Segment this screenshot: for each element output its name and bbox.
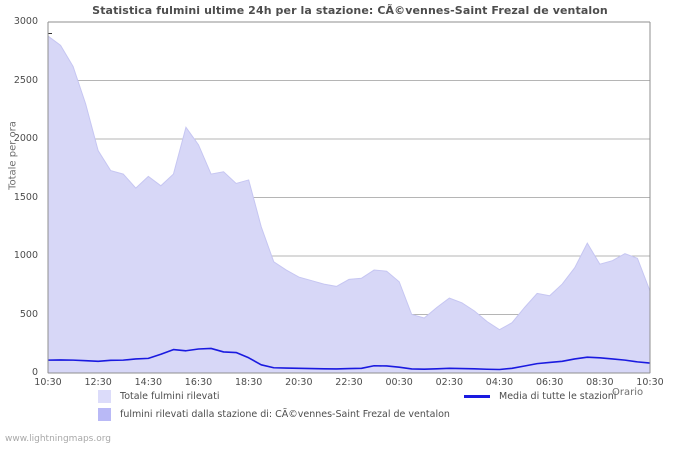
x-tick-label: 06:30 <box>535 377 564 388</box>
chart-legend: Totale fulmini rilevati fulmini rilevati… <box>0 388 700 428</box>
x-tick-label: 16:30 <box>184 377 213 388</box>
legend-item-mean: Media di tutte le stazioni <box>464 388 616 404</box>
legend-item-total: Totale fulmini rilevati <box>98 388 219 404</box>
x-tick-label: 14:30 <box>134 377 163 388</box>
x-tick-label: 10:30 <box>636 377 664 388</box>
series-area-total <box>47 35 651 374</box>
x-tick-label: 02:30 <box>435 377 464 388</box>
legend-label-total: Totale fulmini rilevati <box>120 390 220 402</box>
x-tick-label: 18:30 <box>234 377 263 388</box>
x-axis-title: Orario <box>612 387 644 398</box>
series-line-mean <box>47 347 651 371</box>
footer-watermark: www.lightningmaps.org <box>5 434 111 444</box>
y-tick-label: 500 <box>19 308 38 320</box>
y-tick-label: 1500 <box>13 191 38 203</box>
x-tick-label: 22:30 <box>335 377 363 388</box>
y-axis-title: Totale per ora <box>7 121 19 190</box>
x-tick-label: 00:30 <box>385 377 413 388</box>
y-tick-label: 2500 <box>13 74 38 86</box>
legend-swatch-total-icon <box>98 389 111 403</box>
x-tick-label: 20:30 <box>285 377 313 388</box>
page-title: Statistica fulmini ultime 24h per la sta… <box>92 4 608 17</box>
x-tick-label: 08:30 <box>586 377 614 388</box>
y-tick-label: 3000 <box>13 16 38 27</box>
legend-swatch-station-icon <box>98 407 111 421</box>
x-tick-label: 10:30 <box>34 377 62 388</box>
y-tick-label: 0 <box>31 367 38 378</box>
legend-label-mean: Media di tutte le stazioni <box>499 390 617 402</box>
legend-label-station: fulmini rilevati dalla stazione di: CÃ©v… <box>120 408 450 420</box>
legend-item-station: fulmini rilevati dalla stazione di: CÃ©v… <box>98 406 450 422</box>
y-tick-label: 2000 <box>13 133 38 144</box>
y-tick-label: 1000 <box>13 250 38 261</box>
x-tick-label: 12:30 <box>84 377 112 388</box>
x-tick-label: 04:30 <box>485 377 514 388</box>
legend-line-mean-icon <box>464 394 490 398</box>
